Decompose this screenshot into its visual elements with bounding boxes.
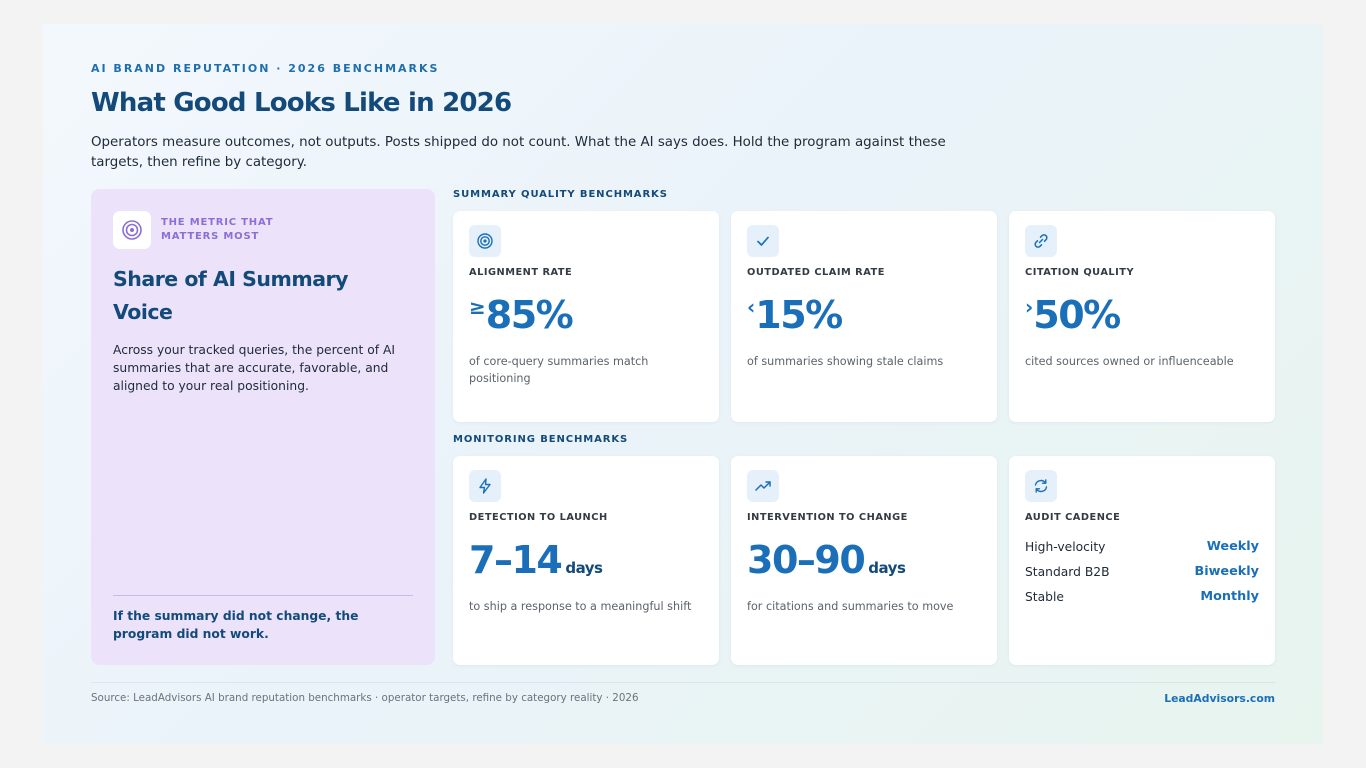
value-prefix: ≥ [469,295,486,319]
card-description: for citations and summaries to move [747,600,954,613]
footer-divider [91,682,1275,683]
cadence-frequency: Biweekly [1194,564,1259,579]
cadence-segment: Standard B2B [1025,564,1110,579]
cadence-segment: Stable [1025,589,1064,604]
benchmark-card-audit-cadence: AUDIT CADENCE High-velocity Weekly Stand… [1009,456,1275,665]
benchmark-card-citation: CITATION QUALITY ›50% cited sources owne… [1009,211,1275,422]
value-number: 15% [755,293,843,337]
card-description: to ship a response to a meaningful shift [469,600,692,613]
cadence-list: High-velocity Weekly Standard B2B Biweek… [1025,534,1259,609]
value-prefix: › [1025,295,1034,319]
feature-title: Share of AI Summary Voice [113,267,349,324]
card-label: CITATION QUALITY [1025,267,1135,278]
benchmark-value: ≥85% [469,293,574,337]
slide: AI BRAND REPUTATION · 2026 BENCHMARKS Wh… [43,24,1323,744]
section-label-monitoring: MONITORING BENCHMARKS [453,434,629,445]
divider [113,595,413,596]
card-label: ALIGNMENT RATE [469,267,573,278]
cadence-row: Standard B2B Biweekly [1025,559,1259,584]
refresh-icon [1025,470,1057,502]
benchmark-value: 30–90 days [747,538,906,582]
benchmark-card-alignment: ALIGNMENT RATE ≥85% of core-query summar… [453,211,719,422]
benchmark-card-outdated: OUTDATED CLAIM RATE ‹15% of summaries sh… [731,211,997,422]
card-label: OUTDATED CLAIM RATE [747,267,885,278]
card-label: DETECTION TO LAUNCH [469,512,608,523]
eyebrow: AI BRAND REPUTATION · 2026 BENCHMARKS [91,62,440,75]
feature-description: Across your tracked queries, the percent… [113,343,396,393]
benchmark-card-detection: DETECTION TO LAUNCH 7–14 days to ship a r… [453,456,719,665]
card-description: of summaries showing stale claims [747,355,944,368]
benchmark-value: ‹15% [747,293,843,337]
feature-card: THE METRIC THAT MATTERS MOST Share of AI… [91,189,435,665]
target-icon [113,211,151,249]
card-label: AUDIT CADENCE [1025,512,1121,523]
source-note: Source: LeadAdvisors AI brand reputation… [91,692,639,704]
lightning-icon [469,470,501,502]
value-unit: days [868,559,906,577]
feature-footer: If the summary did not change, the progr… [113,609,359,641]
cadence-segment: High-velocity [1025,539,1106,554]
target-icon [469,225,501,257]
value-number: 7–14 [469,538,563,582]
benchmark-card-intervention: INTERVENTION TO CHANGE 30–90 days for cit… [731,456,997,665]
card-description: cited sources owned or influenceable [1025,355,1234,368]
cadence-row: High-velocity Weekly [1025,534,1259,559]
section-label-summary: SUMMARY QUALITY BENCHMARKS [453,189,668,200]
feature-kicker: THE METRIC THAT MATTERS MOST [161,217,274,242]
check-icon [747,225,779,257]
value-number: 50% [1033,293,1121,337]
cadence-row: Stable Monthly [1025,584,1259,609]
benchmark-value: ›50% [1025,293,1121,337]
intro-paragraph: Operators measure outcomes, not outputs.… [91,135,946,170]
card-label: INTERVENTION TO CHANGE [747,512,908,523]
link-icon [1025,225,1057,257]
benchmark-value: 7–14 days [469,538,603,582]
value-unit: days [565,559,603,577]
value-prefix: ‹ [747,295,756,319]
cadence-frequency: Weekly [1206,539,1259,554]
trending-up-icon [747,470,779,502]
brand-link[interactable]: LeadAdvisors.com [1164,692,1275,705]
cadence-frequency: Monthly [1200,589,1259,604]
card-description: of core-query summaries match positionin… [469,355,649,385]
value-number: 30–90 [747,538,866,582]
value-number: 85% [485,293,574,337]
page-title: What Good Looks Like in 2026 [91,88,512,118]
